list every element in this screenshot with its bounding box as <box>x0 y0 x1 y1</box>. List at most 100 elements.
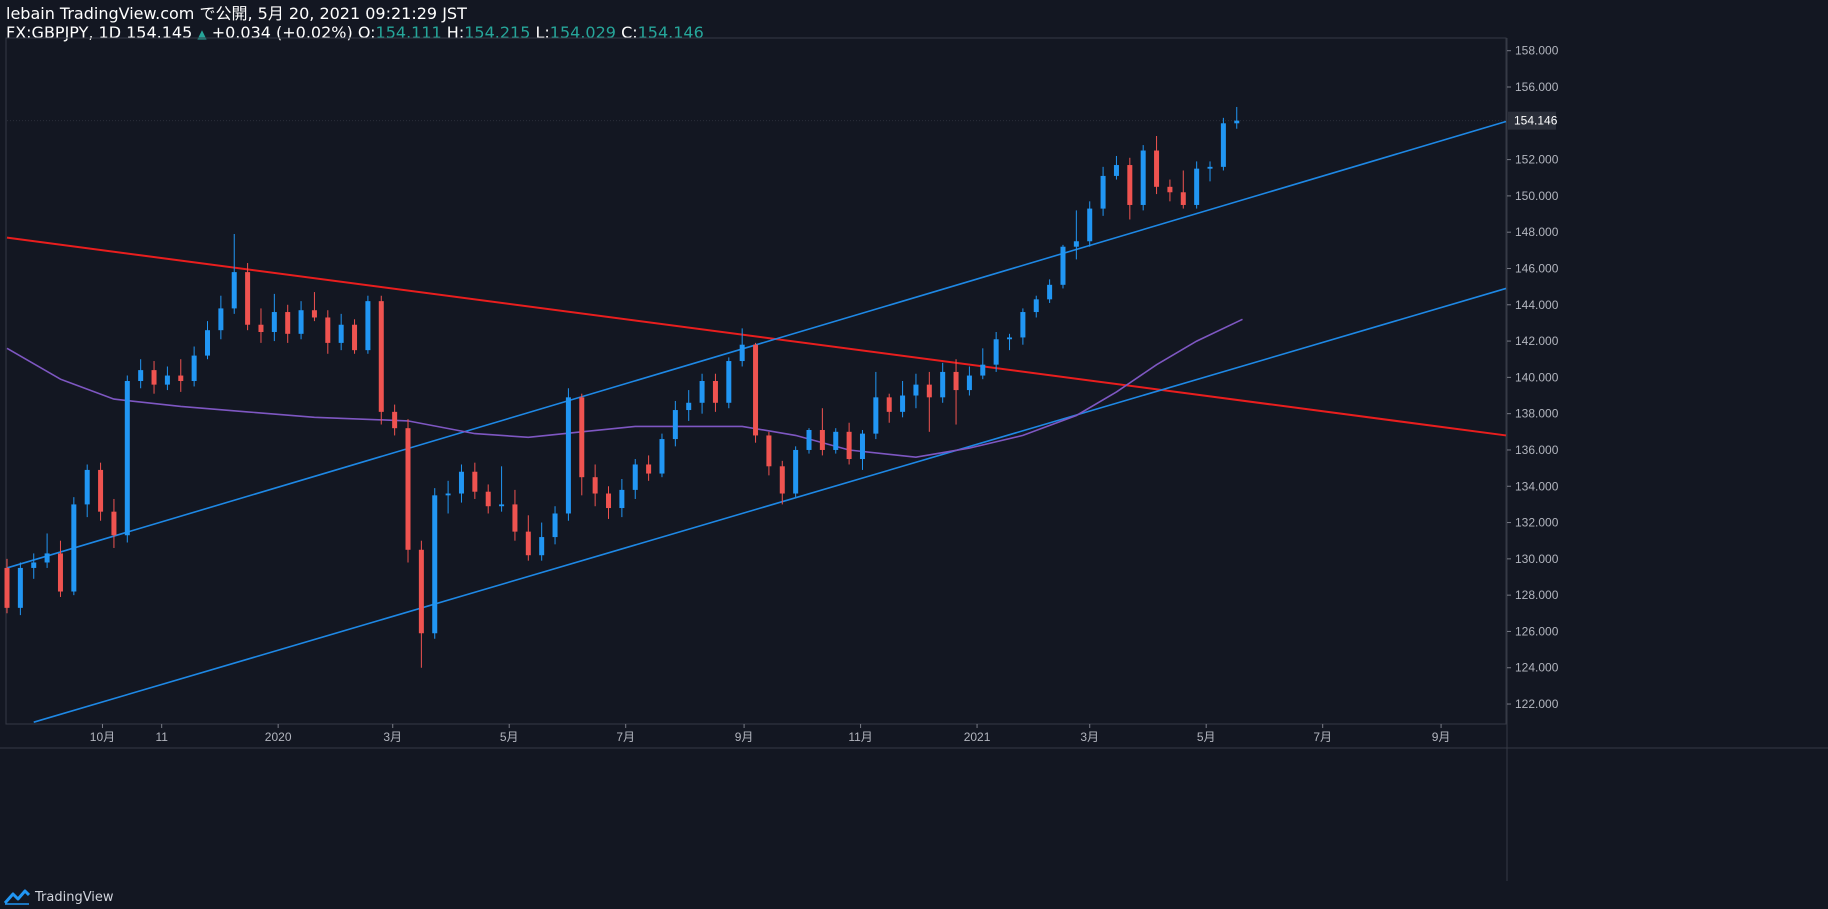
candle <box>418 540 424 668</box>
candle <box>980 348 986 380</box>
candle-body <box>659 439 665 474</box>
time-tick-label: 7月 <box>616 730 635 744</box>
candle <box>1087 201 1093 247</box>
candle-body <box>1113 165 1119 176</box>
candle-body <box>833 431 839 450</box>
plot-frame <box>5 37 1507 725</box>
chart-axes: 158.000 156.000 152.000 150.000 148.000 146.0… <box>90 44 1559 744</box>
candle-body <box>699 381 705 403</box>
candle <box>512 489 518 541</box>
candle-body <box>739 344 745 362</box>
candle-body <box>632 464 638 490</box>
candle-body <box>1127 165 1133 205</box>
candle <box>325 310 331 354</box>
candle <box>1180 170 1186 209</box>
time-tick-label: 3月 <box>383 730 402 744</box>
candle-body <box>1087 208 1093 242</box>
ohlc-legend: FX:GBPJPY, 1D 154.145 ▲ +0.034 (+0.02%) … <box>6 23 704 44</box>
price-tick-label: 142.000 <box>1515 334 1559 348</box>
time-tick-label: 11月 <box>848 730 872 744</box>
candle <box>1007 333 1013 351</box>
candle <box>592 464 598 507</box>
candle-body <box>231 272 237 309</box>
candle <box>833 428 839 454</box>
candle-body <box>1033 299 1039 313</box>
price-tick-label: 150.000 <box>1515 189 1559 203</box>
candle <box>1220 117 1226 171</box>
symbol-info: FX:GBPJPY, 1D 154.145 <box>6 23 193 42</box>
price-tick-label: 122.000 <box>1515 697 1559 711</box>
candle-body <box>766 435 772 467</box>
close-label: C: <box>621 23 638 42</box>
time-tick-label: 11 <box>155 730 168 744</box>
candle <box>98 462 104 521</box>
candle <box>659 433 665 478</box>
candle-body <box>1180 192 1186 205</box>
candle <box>31 553 37 579</box>
candle-body <box>940 371 946 398</box>
candle <box>1207 161 1213 182</box>
candle-body <box>191 355 197 381</box>
price-tick-label: 136.000 <box>1515 443 1559 457</box>
candle-body <box>124 381 130 536</box>
candle <box>338 313 344 351</box>
candle-body <box>712 381 718 403</box>
candle-body <box>1100 175 1106 209</box>
candle <box>779 460 785 505</box>
candle <box>124 375 130 543</box>
candle-body <box>900 395 906 412</box>
moving-average-line <box>6 318 1243 459</box>
candle <box>966 366 972 396</box>
candle <box>726 357 732 409</box>
candle-body <box>1060 246 1066 285</box>
candle-body <box>485 491 491 507</box>
price-tick-label: 152.000 <box>1515 153 1559 167</box>
candle-body <box>873 397 879 434</box>
candle <box>672 400 678 447</box>
candle-body <box>1220 123 1226 167</box>
price-tick-label: 134.000 <box>1515 479 1559 493</box>
candle <box>138 359 144 389</box>
candle <box>926 371 932 432</box>
price-tick-label: 130.000 <box>1515 552 1559 566</box>
candle-body <box>98 469 104 512</box>
candle <box>1234 106 1240 129</box>
candle <box>71 497 77 596</box>
trendline-red <box>6 236 1507 437</box>
candle <box>44 533 50 568</box>
close-value: 154.146 <box>637 23 704 42</box>
candle-body <box>311 310 317 318</box>
candle-body <box>298 310 304 334</box>
open-label: O: <box>357 23 376 42</box>
candle-body <box>525 531 531 556</box>
candle <box>900 381 906 418</box>
open-value: 154.111 <box>375 23 442 42</box>
candle <box>565 388 571 521</box>
candle <box>846 422 852 465</box>
candle <box>712 373 718 412</box>
candle-body <box>806 430 812 450</box>
price-tick-label: 128.000 <box>1515 588 1559 602</box>
candle-body <box>592 477 598 494</box>
candle-body <box>565 397 571 514</box>
candle <box>859 430 865 470</box>
time-tick-label: 10月 <box>90 730 115 744</box>
candle-body <box>819 430 825 450</box>
candle <box>793 446 799 498</box>
candle <box>993 332 999 372</box>
footer: TradingView <box>4 889 114 905</box>
candle-body <box>378 301 384 412</box>
time-tick-label: 9月 <box>1432 730 1451 744</box>
candle-body <box>686 402 692 411</box>
candle-body <box>445 493 451 496</box>
candle <box>1020 308 1026 345</box>
candle <box>258 308 264 343</box>
candle <box>191 346 197 387</box>
candle <box>619 479 625 518</box>
candle-body <box>1234 120 1240 124</box>
candle <box>1047 279 1053 303</box>
candle-body <box>1167 186 1173 193</box>
candle-body <box>1140 150 1146 205</box>
candle <box>311 292 317 322</box>
